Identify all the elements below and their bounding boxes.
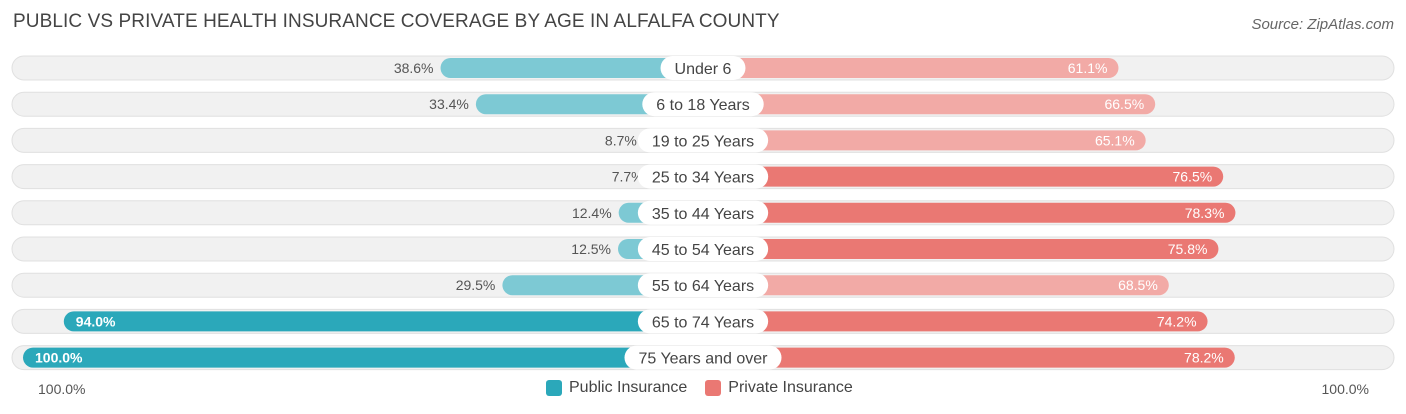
private-value-label: 66.5% [1104, 96, 1144, 112]
public-value-label: 38.6% [394, 60, 434, 76]
category-label: 55 to 64 Years [652, 278, 754, 295]
public-value-label: 29.5% [456, 277, 496, 293]
axis-right-label: 100.0% [1321, 381, 1369, 397]
category-label: Under 6 [675, 61, 732, 78]
private-value-label: 76.5% [1172, 169, 1212, 185]
public-bar [440, 58, 703, 78]
public-value-label: 33.4% [429, 96, 469, 112]
public-value-label: 8.7% [605, 132, 637, 148]
category-pill [642, 92, 764, 117]
legend-item-public: Public Insurance [546, 379, 687, 397]
public-value-label: 12.5% [571, 241, 611, 257]
private-bar [703, 130, 1146, 151]
private-bar [703, 347, 1235, 368]
legend-swatch-public [546, 380, 562, 396]
category-label: 25 to 34 Years [652, 170, 754, 187]
private-bar [703, 202, 1236, 223]
private-value-label: 78.2% [1184, 350, 1224, 366]
public-bar [63, 311, 704, 332]
category-label: 75 Years and over [639, 351, 769, 368]
public-value-label: 100.0% [35, 350, 83, 366]
legend-item-private: Private Insurance [705, 379, 853, 397]
category-pill [637, 237, 769, 261]
category-label: 45 to 54 Years [652, 242, 754, 259]
category-label: 6 to 18 Years [656, 97, 749, 114]
public-value-label: 94.0% [76, 313, 116, 329]
private-bar [703, 166, 1224, 187]
private-bar [703, 311, 1208, 332]
private-bar [703, 58, 1119, 78]
chart-title: PUBLIC VS PRIVATE HEALTH INSURANCE COVER… [13, 11, 780, 32]
category-pill [637, 128, 769, 153]
category-pill [660, 56, 746, 80]
private-bar [703, 275, 1169, 296]
category-pill [637, 273, 769, 298]
public-value-label: 7.7% [612, 169, 644, 185]
category-pill [637, 200, 769, 225]
private-value-label: 65.1% [1095, 132, 1135, 148]
private-bar [703, 94, 1156, 115]
category-pill [637, 164, 769, 189]
public-bar [23, 347, 703, 368]
private-value-label: 61.1% [1068, 60, 1108, 76]
private-value-label: 68.5% [1118, 277, 1158, 293]
category-label: 19 to 25 Years [652, 133, 754, 150]
category-label: 65 to 74 Years [652, 314, 754, 331]
category-pill [637, 309, 769, 334]
legend: Public Insurance Private Insurance [546, 379, 871, 397]
category-label: 35 to 44 Years [652, 206, 754, 223]
private-bar [703, 239, 1219, 259]
legend-swatch-private [705, 380, 722, 396]
public-value-label: 12.4% [572, 205, 612, 221]
private-value-label: 78.3% [1185, 205, 1225, 221]
private-value-label: 74.2% [1157, 313, 1197, 329]
private-value-label: 75.8% [1168, 241, 1208, 257]
legend-label-private: Private Insurance [728, 379, 853, 396]
source-credit: Source: ZipAtlas.com [1251, 16, 1394, 33]
axis-left-label: 100.0% [38, 381, 86, 397]
category-pill [624, 345, 782, 370]
legend-label-public: Public Insurance [569, 379, 688, 396]
